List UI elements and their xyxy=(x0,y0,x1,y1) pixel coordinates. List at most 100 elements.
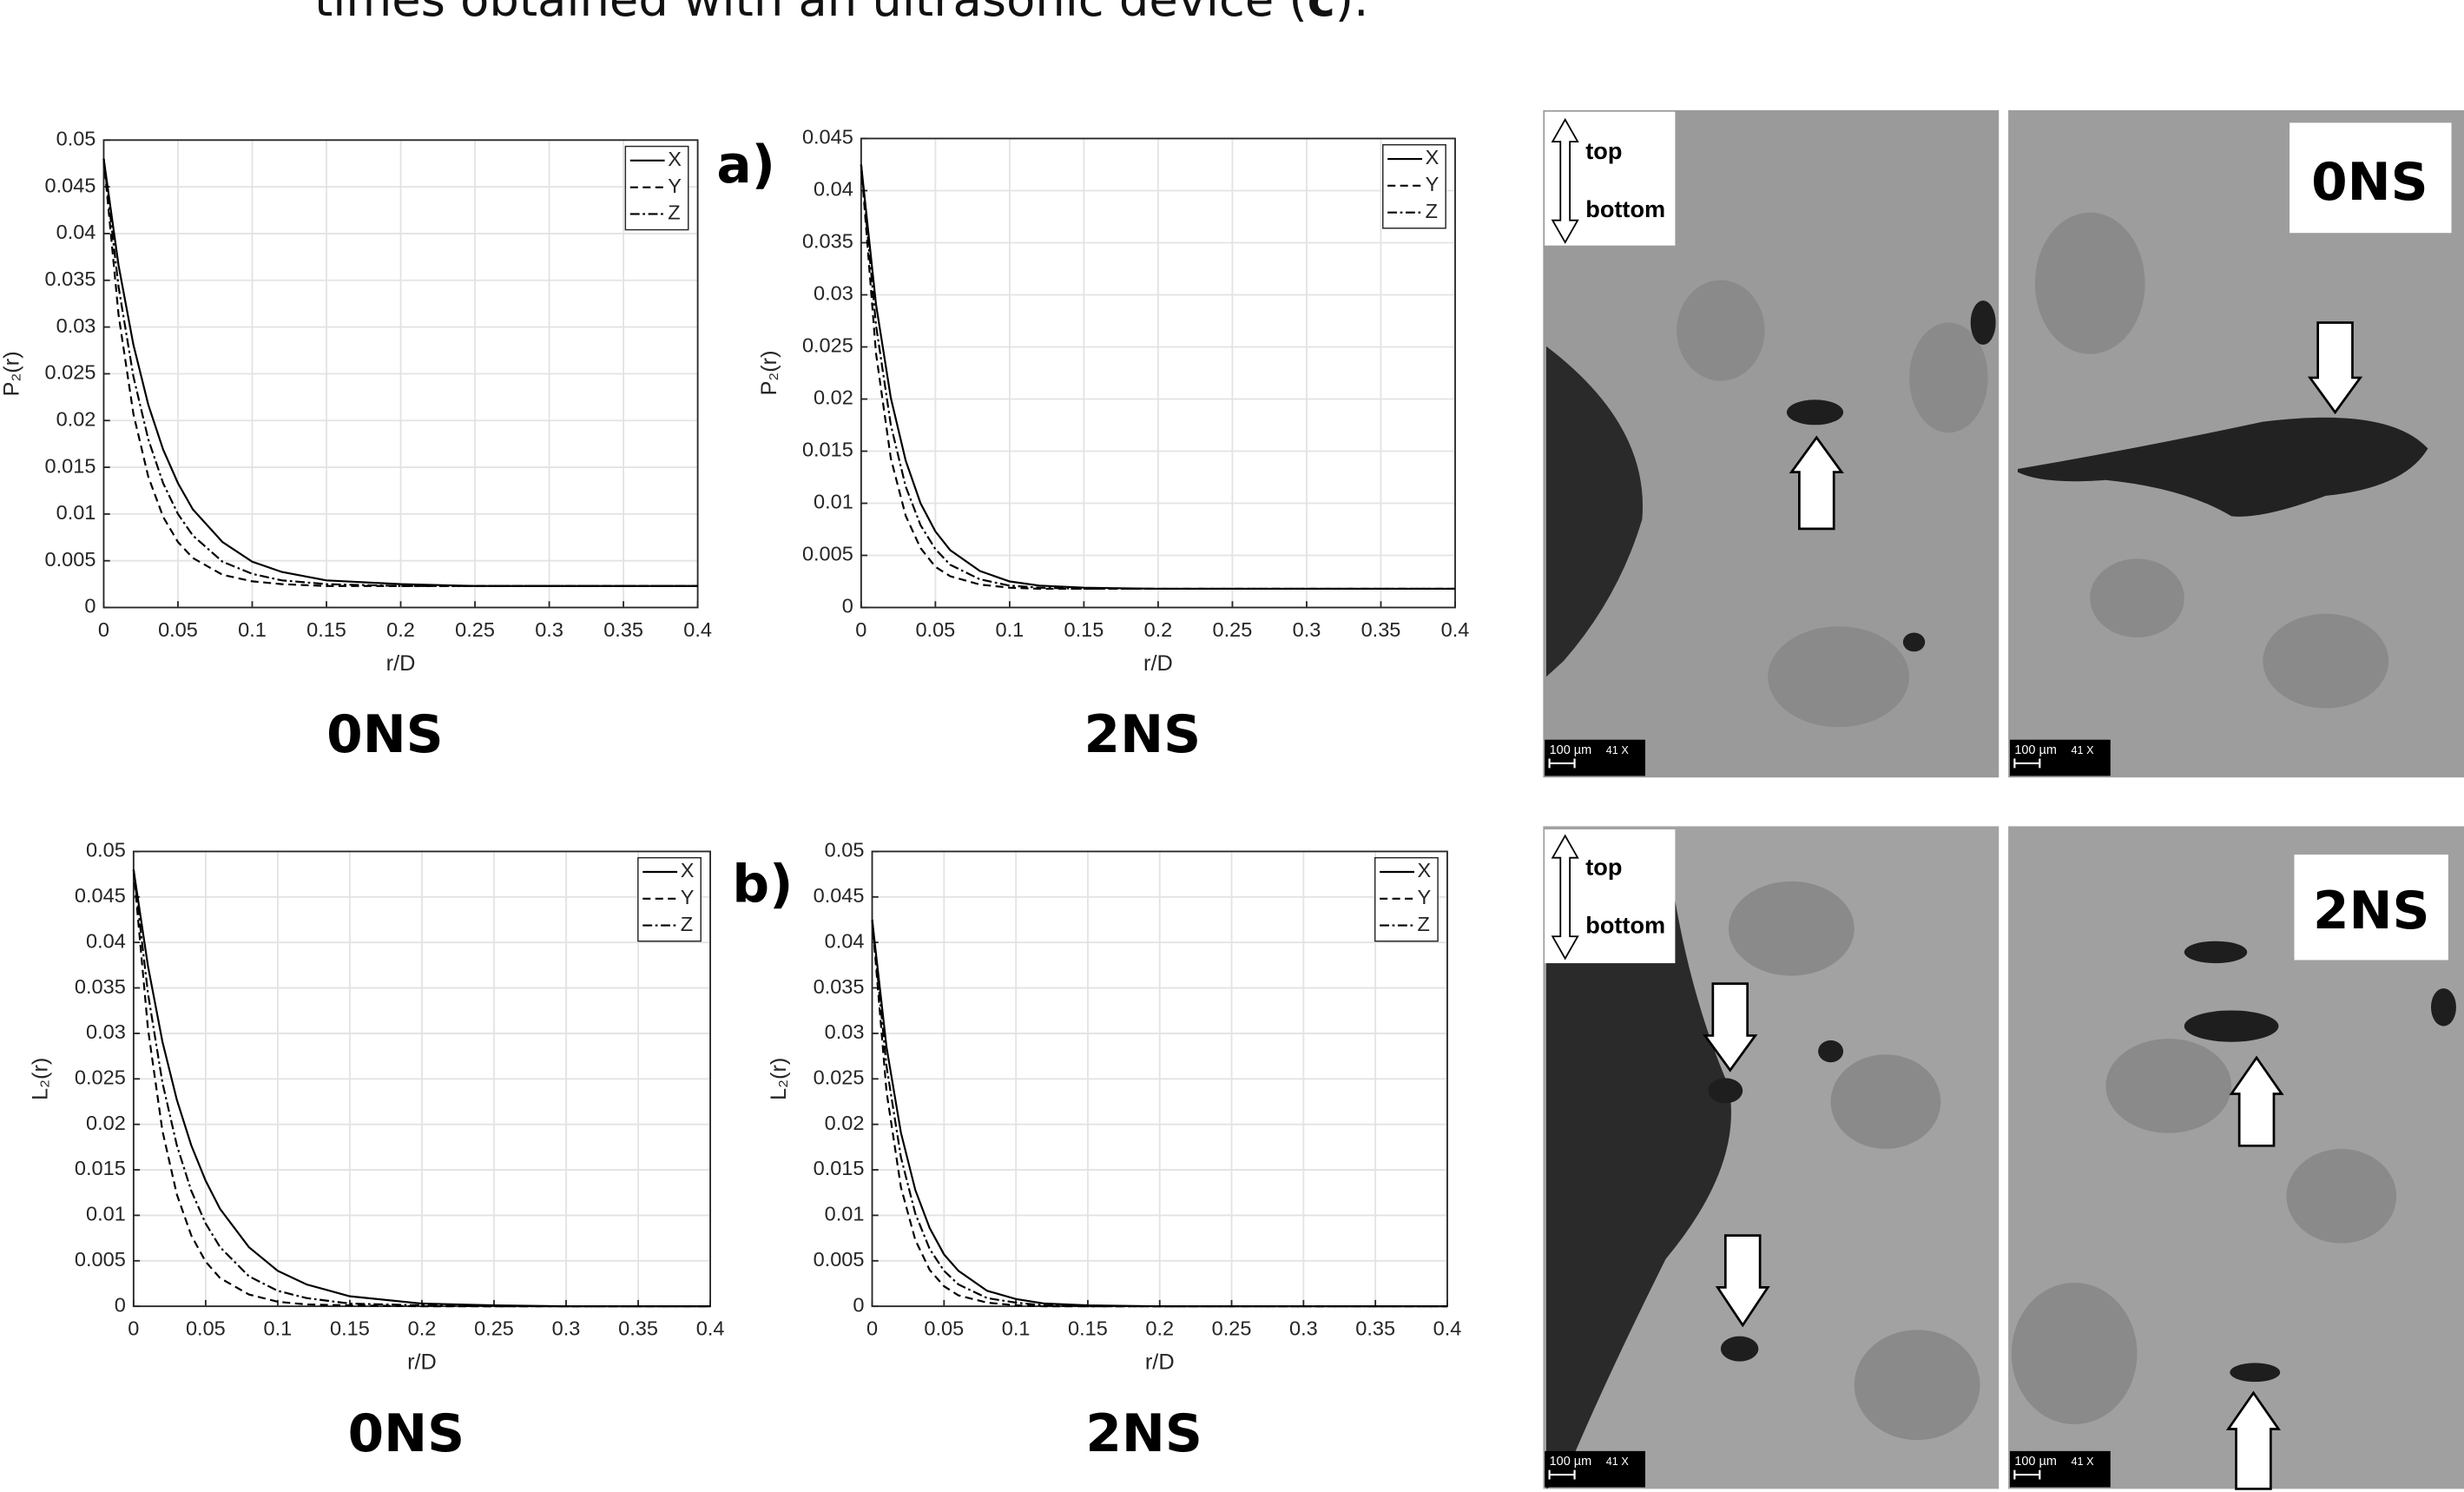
y-tick-label: 0.025 xyxy=(802,334,853,357)
chart: 0 0.05 0.1 0.15 0.2 0.25 0.3 0.35 0.4 0 0.005 0.01 0… xyxy=(757,126,1469,766)
x-axis-label: r/D xyxy=(1143,651,1173,676)
x-tick-label: 0.05 xyxy=(158,618,198,641)
panel-label: a) xyxy=(716,135,775,195)
magnification-label: 41 X xyxy=(2072,1456,2095,1468)
sample-label: 2NS xyxy=(2313,881,2430,941)
data-line xyxy=(871,919,1447,1308)
y-tick-label: 0.04 xyxy=(56,221,96,243)
x-axis-label: r/D xyxy=(386,651,416,676)
scale-bar-box xyxy=(2009,1450,2111,1488)
y-tick-label: 0.05 xyxy=(56,127,96,149)
x-tick-label: 0.2 xyxy=(1144,618,1173,641)
caption-bold: c xyxy=(1308,0,1335,27)
y-tick-label: 0.015 xyxy=(45,454,96,477)
scale-bar xyxy=(1548,1469,1576,1480)
data-line xyxy=(102,158,698,587)
x-tick-label: 0.05 xyxy=(915,618,955,641)
magnification-label: 41 X xyxy=(1606,1456,1630,1468)
x-tick-label: 0.25 xyxy=(474,1317,514,1340)
legend-label: Z xyxy=(1418,913,1430,935)
y-tick-label: 0.01 xyxy=(814,491,853,513)
caption-text: ). xyxy=(1335,0,1368,27)
x-tick-label: 0.4 xyxy=(1441,618,1470,641)
x-tick-label: 0 xyxy=(866,1317,878,1340)
y-tick-label: 0.035 xyxy=(45,267,96,290)
y-tick-label: 0.05 xyxy=(825,839,865,862)
y-tick-label: 0.04 xyxy=(814,178,853,201)
x-tick-label: 0.15 xyxy=(1068,1317,1108,1340)
chart-title: 0NS xyxy=(326,705,444,765)
legend-label: Z xyxy=(681,913,693,935)
x-tick-label: 0.4 xyxy=(683,618,712,641)
scale-bar-box xyxy=(1545,1450,1646,1488)
y-tick-label: 0.03 xyxy=(56,314,96,337)
legend-label: X xyxy=(1418,859,1432,881)
panel-label: b) xyxy=(732,855,793,914)
chart-title: 0NS xyxy=(348,1404,465,1464)
x-axis-label: r/D xyxy=(1145,1350,1175,1375)
scale-bar xyxy=(2013,758,2041,769)
sample-box xyxy=(2294,855,2448,961)
void xyxy=(1545,834,1731,1489)
y-tick-label: 0 xyxy=(84,595,96,617)
scale-bar xyxy=(1548,758,1576,769)
arrow xyxy=(1551,834,1579,961)
y-tick-label: 0.025 xyxy=(45,361,96,384)
x-tick-label: 0.3 xyxy=(1289,1317,1318,1340)
y-tick-label: 0.05 xyxy=(86,839,126,862)
y-tick-label: 0.035 xyxy=(75,975,126,998)
y-tick-label: 0.01 xyxy=(825,1203,865,1225)
chart: 0 0.05 0.1 0.15 0.2 0.25 0.3 0.35 0.4 0 0.005 0.01 0… xyxy=(28,839,724,1464)
scale-bar-box xyxy=(1545,739,1646,776)
x-tick-label: 0.35 xyxy=(618,1317,658,1340)
void xyxy=(2017,417,2428,517)
caption-text: times obtained with an ultrasonic device… xyxy=(314,0,1308,27)
magnification-label: 41 X xyxy=(1606,744,1630,756)
scale-bar-label: 100 µm xyxy=(2014,743,2057,757)
y-tick-label: 0.045 xyxy=(45,174,96,196)
legend-label: X xyxy=(668,148,682,170)
y-axis-label: P₂(r) xyxy=(0,351,24,396)
arrows xyxy=(1703,321,2363,1490)
x-tick-label: 0.05 xyxy=(186,1317,226,1340)
scale-bar-label: 100 µm xyxy=(2014,1455,2057,1469)
arrow xyxy=(1551,117,1579,244)
legend-label: Z xyxy=(668,201,680,224)
caption: times obtained with an ultrasonic device… xyxy=(314,0,1368,27)
x-tick-label: 0.25 xyxy=(1213,618,1253,641)
y-tick-label: 0.02 xyxy=(814,386,853,409)
y-tick-label: 0.01 xyxy=(86,1203,126,1225)
y-tick-label: 0.02 xyxy=(825,1112,865,1134)
legend-label: X xyxy=(681,859,695,881)
x-tick-label: 0.2 xyxy=(386,618,415,641)
y-tick-label: 0.04 xyxy=(825,929,865,952)
x-tick-label: 0.1 xyxy=(1002,1317,1031,1340)
x-tick-label: 0.15 xyxy=(1064,618,1104,641)
x-tick-label: 0.15 xyxy=(306,618,346,641)
y-tick-label: 0.015 xyxy=(75,1157,126,1179)
orientation-bottom: bottom xyxy=(1585,195,1665,222)
legend-label: Y xyxy=(681,886,695,908)
axes-frame xyxy=(860,137,1456,609)
y-tick-label: 0.03 xyxy=(814,282,853,305)
y-axis-label: L₂(r) xyxy=(28,1058,52,1100)
chart: 0 0.05 0.1 0.15 0.2 0.25 0.3 0.35 0.4 0 0.005 0.01 0… xyxy=(767,839,1461,1464)
x-tick-label: 0.35 xyxy=(1361,618,1401,641)
scale-bar-label: 100 µm xyxy=(1550,1455,1592,1469)
y-tick-label: 0.015 xyxy=(802,439,853,461)
orientation-bottom: bottom xyxy=(1585,912,1665,939)
x-tick-label: 0.25 xyxy=(1212,1317,1252,1340)
pores xyxy=(1708,300,2456,1383)
x-tick-label: 0.1 xyxy=(996,618,1024,641)
y-tick-label: 0.045 xyxy=(75,884,126,907)
x-tick-label: 0.2 xyxy=(1145,1317,1174,1340)
y-axis-label: L₂(r) xyxy=(767,1058,791,1100)
y-tick-label: 0.025 xyxy=(75,1066,126,1088)
x-tick-label: 0 xyxy=(98,618,109,641)
y-tick-label: 0.025 xyxy=(814,1066,865,1088)
y-tick-label: 0 xyxy=(842,595,853,617)
y-tick-label: 0.005 xyxy=(45,548,96,571)
orientation-top: top xyxy=(1585,854,1622,881)
x-tick-label: 0.05 xyxy=(924,1317,964,1340)
